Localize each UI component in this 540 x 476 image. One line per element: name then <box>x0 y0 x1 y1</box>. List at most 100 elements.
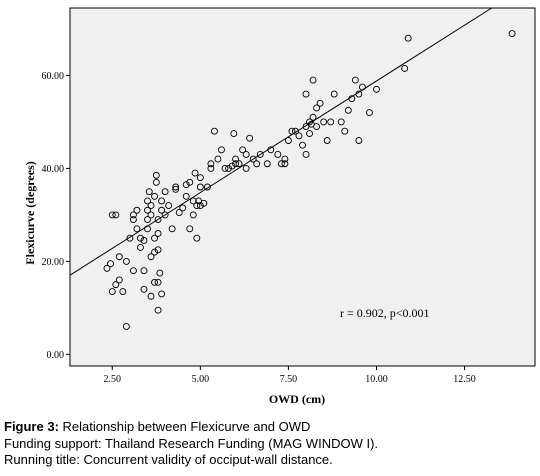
data-point <box>165 202 173 210</box>
data-point <box>147 202 155 210</box>
y-tick-label: 40.00 <box>42 164 65 175</box>
data-point <box>140 237 148 244</box>
data-point <box>196 174 204 182</box>
data-point <box>137 243 144 251</box>
data-point <box>112 281 120 289</box>
data-point <box>158 197 166 205</box>
data-point <box>158 206 166 214</box>
data-point <box>253 160 261 168</box>
data-point <box>330 90 338 98</box>
data-point <box>337 118 345 126</box>
caption-line-title: Figure 3: Relationship between Flexicurv… <box>4 419 536 436</box>
data-point <box>193 202 201 210</box>
x-axis-label: OWD (cm) <box>269 392 325 406</box>
data-point <box>172 185 180 193</box>
data-point <box>302 90 310 98</box>
data-point <box>232 155 240 163</box>
data-point <box>256 151 264 158</box>
data-point <box>182 192 190 200</box>
data-point <box>158 290 166 298</box>
x-tick-label: 7.50 <box>280 374 298 385</box>
data-point <box>309 113 317 121</box>
data-point <box>284 137 292 144</box>
data-point <box>263 160 271 168</box>
scatter-chart: 0.00 20.00 40.00 60.00 2.50 5.00 7.50 10.00 12.… <box>23 7 536 406</box>
data-point <box>323 137 331 144</box>
data-point <box>327 118 335 126</box>
data-point <box>182 181 190 189</box>
data-point <box>221 164 229 172</box>
data-point <box>129 267 137 275</box>
x-tick-label: 12.50 <box>453 374 476 385</box>
data-point <box>320 118 328 126</box>
data-point <box>147 211 155 219</box>
data-point <box>122 323 130 330</box>
x-axis-ticks: 2.50 5.00 7.50 10.00 12.50 <box>104 366 476 385</box>
data-point <box>179 204 187 212</box>
data-point <box>207 160 215 168</box>
data-point <box>189 211 197 219</box>
data-point <box>147 292 155 300</box>
data-point <box>344 106 352 114</box>
data-point <box>235 160 243 168</box>
x-tick-label: 5.00 <box>192 374 210 385</box>
data-point <box>151 248 158 256</box>
data-point <box>129 211 137 219</box>
data-point <box>154 306 162 314</box>
data-point <box>246 134 254 142</box>
data-point <box>161 188 169 196</box>
data-point <box>152 171 160 179</box>
data-point <box>404 34 412 42</box>
data-point <box>115 276 123 284</box>
data-point <box>242 164 250 172</box>
data-point <box>196 202 204 210</box>
data-point <box>316 99 324 107</box>
x-tick-label: 10.00 <box>365 374 388 385</box>
data-point <box>277 160 285 168</box>
data-point <box>154 216 162 223</box>
data-point <box>156 269 164 277</box>
data-point <box>172 183 180 191</box>
figure-text: Relationship between Flexicurve and OWD <box>58 419 311 434</box>
data-point <box>137 234 144 242</box>
data-point <box>144 206 151 214</box>
data-point <box>103 264 111 272</box>
data-point <box>309 76 317 84</box>
data-point <box>152 178 160 186</box>
data-point <box>119 288 127 296</box>
data-point <box>239 146 247 154</box>
chart-svg: 0.00 20.00 40.00 60.00 2.50 5.00 7.50 10.00 12.… <box>23 7 536 406</box>
data-point <box>306 130 313 137</box>
data-point <box>365 109 373 117</box>
data-point <box>140 285 148 293</box>
data-point <box>196 183 204 191</box>
data-point <box>191 169 199 177</box>
data-point <box>161 211 169 219</box>
data-point <box>292 127 299 135</box>
correlation-annotation: r = 0.902, p<0.001 <box>340 306 430 320</box>
data-point <box>341 127 349 135</box>
y-axis-ticks: 0.00 20.00 40.00 60.00 <box>42 71 70 361</box>
regression-line <box>69 7 492 276</box>
data-point <box>168 225 176 233</box>
data-point <box>107 260 114 268</box>
data-point <box>151 278 158 286</box>
data-point <box>274 151 282 158</box>
data-point <box>115 253 123 261</box>
caption-running-title: Running title: Concurrent validity of oc… <box>4 452 333 467</box>
data-point <box>218 146 225 154</box>
data-point <box>302 151 310 158</box>
data-point <box>281 155 289 163</box>
data-point <box>225 164 232 172</box>
figure-label: Figure 3: <box>4 419 59 434</box>
y-tick-label: 20.00 <box>42 257 65 268</box>
data-point <box>108 211 116 219</box>
data-point <box>145 188 153 196</box>
data-point <box>203 183 211 191</box>
data-point <box>401 64 409 72</box>
x-tick-label: 2.50 <box>104 374 122 385</box>
data-point <box>232 160 240 168</box>
data-point <box>151 234 158 242</box>
data-point <box>281 160 289 168</box>
data-point <box>242 151 250 158</box>
